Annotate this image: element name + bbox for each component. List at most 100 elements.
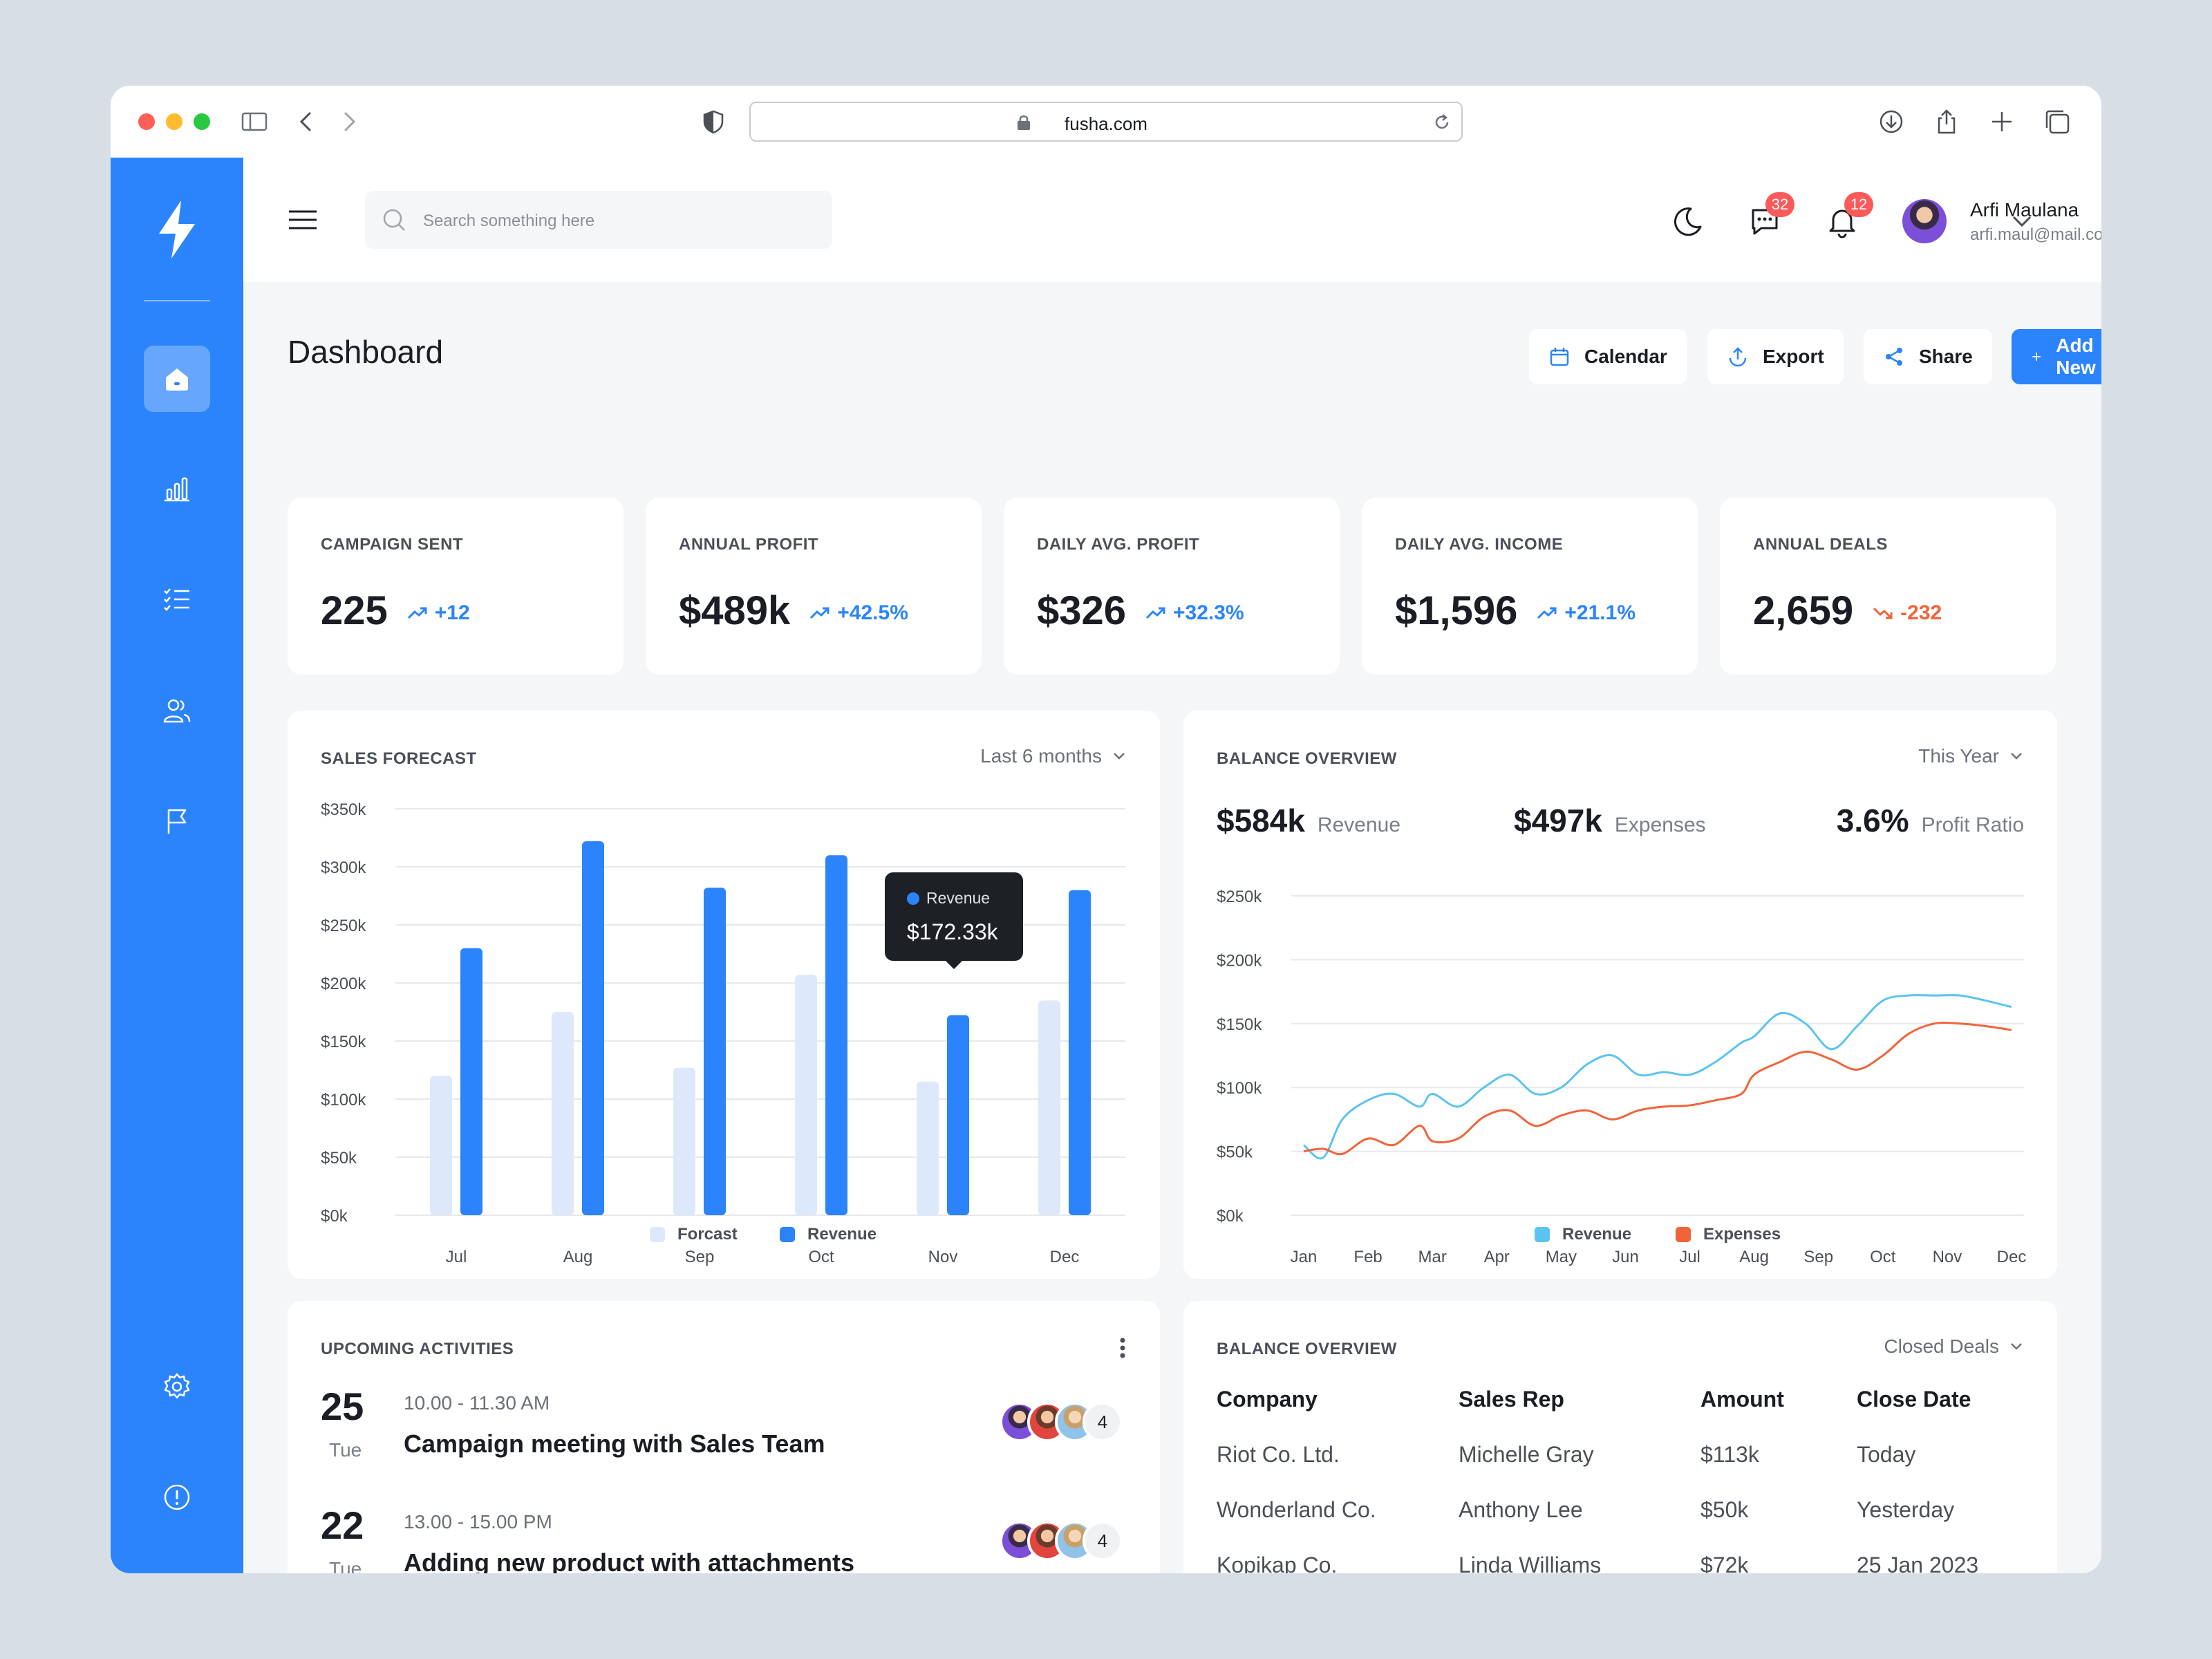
- menu-icon[interactable]: [288, 207, 318, 232]
- users-icon: [163, 699, 191, 723]
- forward-icon[interactable]: [335, 108, 362, 135]
- more-options-icon[interactable]: [1118, 1335, 1127, 1360]
- activity-title[interactable]: Adding new product with attachments: [404, 1548, 855, 1573]
- forecast-bar[interactable]: [430, 1076, 452, 1215]
- forecast-bar[interactable]: [795, 975, 817, 1215]
- y-tick-label: $100k: [1217, 1079, 1262, 1098]
- sidebar-item-reports[interactable]: [144, 788, 210, 854]
- expenses-line[interactable]: [1303, 1022, 2012, 1156]
- revenue-summary-label: Revenue: [1317, 814, 1401, 836]
- sidebar-item-analytics[interactable]: [144, 456, 210, 523]
- activity-weekday: Tue: [329, 1439, 362, 1461]
- calendar-button[interactable]: Calendar: [1529, 329, 1687, 384]
- address-bar[interactable]: fusha.com: [749, 102, 1463, 142]
- sidebar-item-users[interactable]: [144, 677, 210, 744]
- revenue-bar[interactable]: [460, 948, 482, 1215]
- activity-title[interactable]: Campaign meeting with Sales Team: [404, 1430, 825, 1458]
- stat-delta: +42.5%: [809, 601, 908, 625]
- share-browser-icon[interactable]: [1933, 108, 1960, 135]
- balance-overview-chart: $0k $50k $100k $150k $200k $250k Jan Feb Mar Apr M…: [1217, 888, 2027, 1266]
- zoom-window-button[interactable]: [194, 113, 210, 130]
- search-icon: [383, 209, 405, 231]
- user-name[interactable]: Arfi Maulana: [1970, 199, 2079, 221]
- stat-card: ANNUAL PROFIT $489k +42.5%: [646, 498, 982, 675]
- stat-label: ANNUAL PROFIT: [679, 535, 819, 554]
- y-tick-label: $50k: [321, 1149, 357, 1168]
- table-cell: Linda Williams: [1459, 1553, 1602, 1573]
- tabs-overview-icon[interactable]: [2043, 108, 2071, 135]
- stat-delta: +21.1%: [1537, 601, 1635, 625]
- add-new-button[interactable]: Add New: [2012, 329, 2101, 384]
- flag-icon: [167, 809, 187, 834]
- download-icon[interactable]: [1877, 108, 1905, 135]
- stat-value: 2,659: [1753, 588, 1854, 633]
- moon-icon[interactable]: [1670, 205, 1705, 239]
- shield-icon[interactable]: [700, 108, 727, 135]
- sidebar-item-info[interactable]: [144, 1464, 210, 1530]
- trend-down-icon: [1873, 607, 1893, 619]
- x-tick-label: Dec: [1997, 1248, 2027, 1266]
- revenue-line[interactable]: [1303, 994, 2012, 1160]
- activity-day: 25: [321, 1385, 364, 1428]
- revenue-bar[interactable]: [582, 841, 604, 1215]
- share-button[interactable]: Share: [1864, 329, 1992, 384]
- participant-count[interactable]: 4: [1082, 1521, 1123, 1561]
- participant-count[interactable]: 4: [1082, 1402, 1123, 1442]
- minimize-window-button[interactable]: [166, 113, 182, 130]
- revenue-bar[interactable]: [947, 1015, 969, 1215]
- back-icon[interactable]: [293, 108, 321, 135]
- table-cell: Riot Co. Ltd.: [1217, 1442, 1340, 1467]
- forecast-bar[interactable]: [673, 1067, 695, 1215]
- balance-range-dropdown[interactable]: This Year: [1918, 745, 2024, 767]
- profit-ratio-label: Profit Ratio: [1921, 814, 2024, 836]
- y-tick-label: $0k: [321, 1207, 348, 1226]
- table-header[interactable]: Company: [1217, 1387, 1318, 1412]
- stat-delta-value: +21.1%: [1564, 601, 1635, 624]
- calendar-icon: [1550, 348, 1569, 366]
- revenue-bar[interactable]: [1069, 890, 1091, 1215]
- table-header[interactable]: Close Date: [1857, 1387, 1971, 1412]
- trend-up-icon: [407, 607, 427, 619]
- chevron-down-icon[interactable]: [2010, 213, 2034, 229]
- sidebar-toggle-icon[interactable]: [241, 108, 268, 135]
- stat-delta: -232: [1873, 601, 1942, 625]
- x-tick-label: Aug: [1739, 1248, 1769, 1266]
- sidebar-item-tasks[interactable]: [144, 567, 210, 633]
- table-header[interactable]: Sales Rep: [1459, 1387, 1564, 1412]
- revenue-summary: $584k Revenue: [1217, 802, 1400, 839]
- sidebar: [111, 158, 243, 1573]
- forecast-bar[interactable]: [1038, 1000, 1060, 1215]
- sidebar-item-settings[interactable]: [144, 1353, 210, 1420]
- y-tick-label: $250k: [321, 917, 366, 935]
- share-icon: [1886, 348, 1902, 366]
- sales-forecast-range-dropdown[interactable]: Last 6 months: [980, 745, 1127, 767]
- export-button[interactable]: Export: [1707, 329, 1844, 384]
- revenue-summary-value: $584k: [1217, 803, 1305, 838]
- forecast-bar[interactable]: [917, 1081, 939, 1215]
- stat-delta: +12: [407, 601, 470, 625]
- close-window-button[interactable]: [138, 113, 155, 130]
- table-cell: Wonderland Co.: [1217, 1497, 1376, 1522]
- table-header[interactable]: Amount: [1700, 1387, 1784, 1412]
- x-tick-label: Jun: [1612, 1248, 1639, 1266]
- reload-icon[interactable]: [1432, 113, 1452, 132]
- checklist-icon: [164, 588, 189, 611]
- x-tick-label: Mar: [1418, 1248, 1447, 1266]
- new-tab-icon[interactable]: [1988, 108, 2016, 135]
- table-cell: $72k: [1700, 1553, 1749, 1573]
- sidebar-item-home[interactable]: [144, 346, 210, 412]
- user-avatar[interactable]: [1902, 199, 1947, 243]
- forecast-bar[interactable]: [552, 1012, 574, 1215]
- balance-range-label: This Year: [1918, 745, 1999, 767]
- revenue-bar[interactable]: [704, 888, 726, 1215]
- deals-range-dropdown[interactable]: Closed Deals: [1884, 1335, 2024, 1358]
- stat-label: ANNUAL DEALS: [1753, 535, 1888, 554]
- y-tick-label: $100k: [321, 1091, 366, 1109]
- bar-chart-icon: [165, 477, 189, 502]
- lightning-logo-icon[interactable]: [153, 199, 200, 260]
- revenue-bar[interactable]: [825, 855, 847, 1215]
- search-input[interactable]: Search something here: [365, 191, 832, 249]
- bell-icon[interactable]: [1825, 205, 1859, 239]
- legend-balance-expenses-swatch: [1676, 1227, 1691, 1242]
- add-new-button-label: Add New: [2056, 335, 2096, 378]
